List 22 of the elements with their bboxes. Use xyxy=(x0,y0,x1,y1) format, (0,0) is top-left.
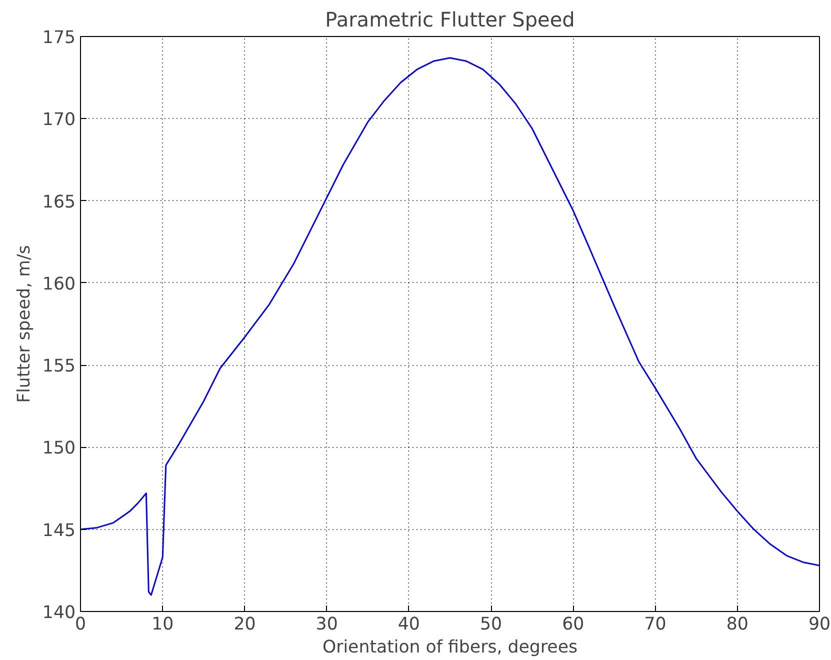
chart-title: Parametric Flutter Speed xyxy=(325,8,575,32)
y-tick-label: 140 xyxy=(42,603,76,623)
x-tick-label: 30 xyxy=(316,614,338,634)
y-tick-label: 160 xyxy=(42,274,76,294)
x-tick-label: 20 xyxy=(234,614,256,634)
x-tick-label: 80 xyxy=(726,614,748,634)
x-axis-title: Orientation of fibers, degrees xyxy=(322,638,578,658)
y-axis-title: Flutter speed, m/s xyxy=(14,245,34,403)
y-tick-label: 165 xyxy=(42,192,76,212)
x-tick-label: 90 xyxy=(808,614,831,634)
x-tick-label: 0 xyxy=(74,614,86,634)
x-tick-label: 50 xyxy=(480,614,502,634)
line-series xyxy=(80,57,820,596)
x-tick-label: 60 xyxy=(562,614,584,634)
y-tick-label: 145 xyxy=(42,520,76,541)
x-tick-label: 10 xyxy=(152,614,174,634)
y-tick-label: 150 xyxy=(42,438,76,459)
x-tick-label: 40 xyxy=(398,614,420,634)
y-tick-label: 155 xyxy=(42,356,76,377)
y-tick-label: 175 xyxy=(42,28,76,48)
x-tick-label: 70 xyxy=(644,614,666,634)
y-tick-label: 170 xyxy=(42,110,76,130)
